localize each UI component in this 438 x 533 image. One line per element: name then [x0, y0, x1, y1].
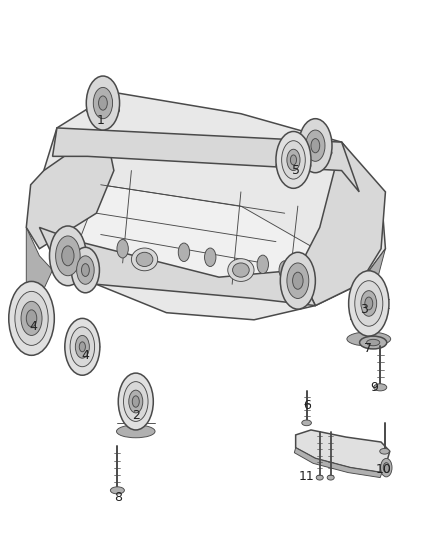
Circle shape	[290, 155, 297, 165]
Circle shape	[299, 119, 332, 173]
Circle shape	[117, 239, 128, 258]
Circle shape	[287, 149, 300, 171]
Ellipse shape	[360, 336, 387, 349]
Circle shape	[361, 290, 377, 316]
Circle shape	[62, 246, 74, 266]
Circle shape	[21, 301, 42, 335]
Ellipse shape	[9, 310, 54, 327]
Ellipse shape	[131, 248, 158, 271]
Circle shape	[279, 261, 290, 279]
Polygon shape	[294, 448, 382, 478]
Text: 8: 8	[114, 491, 122, 504]
Circle shape	[93, 87, 113, 119]
Ellipse shape	[380, 448, 389, 454]
Circle shape	[65, 318, 100, 375]
Polygon shape	[26, 228, 53, 298]
Text: 4: 4	[81, 349, 89, 362]
Text: 4: 4	[29, 320, 37, 334]
Ellipse shape	[65, 340, 100, 354]
Circle shape	[293, 272, 303, 289]
Text: 6: 6	[303, 399, 311, 411]
Polygon shape	[53, 128, 359, 192]
Ellipse shape	[233, 263, 249, 277]
Ellipse shape	[228, 259, 254, 281]
Circle shape	[306, 130, 325, 161]
Circle shape	[132, 396, 139, 407]
Ellipse shape	[299, 147, 332, 158]
Circle shape	[71, 247, 99, 293]
Polygon shape	[298, 142, 385, 305]
Text: 3: 3	[360, 303, 367, 316]
Circle shape	[355, 281, 383, 326]
Circle shape	[349, 271, 389, 336]
Text: 1: 1	[97, 114, 105, 127]
Ellipse shape	[117, 425, 155, 438]
Text: 5: 5	[292, 164, 300, 177]
Circle shape	[287, 263, 309, 298]
Circle shape	[56, 236, 80, 276]
Circle shape	[79, 342, 85, 352]
Polygon shape	[350, 249, 385, 320]
Circle shape	[178, 243, 190, 262]
Text: 11: 11	[299, 470, 314, 483]
Polygon shape	[39, 92, 385, 320]
Text: 10: 10	[375, 463, 391, 475]
Ellipse shape	[367, 340, 380, 346]
Ellipse shape	[86, 104, 120, 116]
Polygon shape	[79, 185, 315, 284]
Circle shape	[129, 390, 143, 413]
Ellipse shape	[276, 158, 311, 173]
Circle shape	[49, 226, 86, 286]
Circle shape	[282, 141, 305, 179]
Circle shape	[9, 281, 54, 356]
Ellipse shape	[347, 332, 391, 346]
Circle shape	[26, 310, 37, 327]
Circle shape	[311, 139, 320, 153]
Circle shape	[205, 248, 216, 266]
Ellipse shape	[327, 475, 334, 480]
Circle shape	[124, 382, 148, 422]
Text: 7: 7	[364, 342, 372, 355]
Circle shape	[257, 255, 268, 273]
Circle shape	[86, 76, 120, 130]
Circle shape	[276, 132, 311, 188]
Circle shape	[383, 463, 389, 473]
Circle shape	[81, 264, 89, 277]
Polygon shape	[26, 128, 114, 249]
Circle shape	[70, 327, 95, 367]
Polygon shape	[296, 430, 390, 473]
Circle shape	[75, 335, 89, 358]
Circle shape	[280, 252, 315, 309]
Ellipse shape	[374, 384, 387, 391]
Ellipse shape	[136, 252, 153, 266]
Ellipse shape	[316, 475, 323, 480]
Circle shape	[118, 373, 153, 430]
Text: 2: 2	[132, 409, 140, 422]
Circle shape	[15, 292, 48, 345]
Text: 9: 9	[371, 381, 378, 394]
Circle shape	[381, 458, 392, 477]
Ellipse shape	[110, 487, 124, 494]
Circle shape	[99, 96, 107, 110]
Circle shape	[365, 297, 373, 310]
Ellipse shape	[302, 420, 311, 426]
Polygon shape	[39, 228, 315, 305]
Circle shape	[77, 256, 94, 284]
